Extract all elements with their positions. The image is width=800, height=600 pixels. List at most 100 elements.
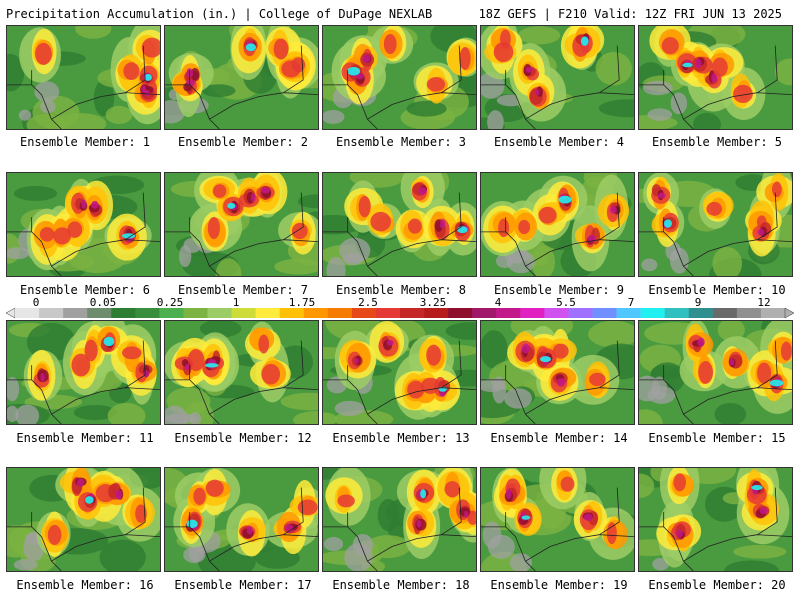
colorbar-tick-label: 0.05 — [89, 296, 117, 309]
member-label: Ensemble Member: 4 — [493, 135, 625, 149]
colorbar-tick-label: 3.25 — [419, 296, 447, 309]
colorbar-tick-label: 1 — [232, 296, 240, 309]
colorbar-max-arrow — [784, 307, 794, 319]
colorbar-tick-label: 12 — [757, 296, 771, 309]
member-label: Ensemble Member: 11 — [16, 431, 154, 445]
member-label: Ensemble Member: 13 — [332, 431, 470, 445]
colorbar-segment — [183, 308, 208, 318]
precip-map — [165, 173, 318, 276]
colorbar-segment — [496, 308, 521, 318]
precip-map — [165, 321, 318, 424]
colorbar-segment — [87, 308, 112, 318]
colorbar-tick-label: 5.5 — [556, 296, 576, 309]
colorbar-segment — [135, 308, 160, 318]
precip-map — [639, 321, 792, 424]
colorbar-segment — [375, 308, 401, 318]
member-label: Ensemble Member: 5 — [651, 135, 783, 149]
member-label: Ensemble Member: 14 — [490, 431, 628, 445]
colorbar-tick-label: 7 — [627, 296, 635, 309]
member-label: Ensemble Member: 7 — [177, 283, 309, 297]
colorbar-segment — [592, 308, 617, 318]
precip-map — [481, 468, 634, 571]
colorbar-tick-label: 4 — [494, 296, 502, 309]
member-map-panel — [638, 320, 793, 425]
member-map-panel — [322, 320, 477, 425]
precip-map — [481, 321, 634, 424]
colorbar-tick-label: 9 — [694, 296, 702, 309]
model-valid-time: 18Z GEFS | F210 Valid: 12Z FRI JUN 13 20… — [478, 7, 782, 21]
precip-map — [323, 173, 476, 276]
member-label: Ensemble Member: 16 — [16, 578, 154, 592]
colorbar — [6, 307, 794, 319]
member-map-panel — [164, 467, 319, 572]
member-map-panel — [322, 172, 477, 277]
colorbar-segment — [472, 308, 497, 318]
colorbar-segment — [15, 308, 40, 318]
colorbar-segment — [760, 308, 786, 318]
member-label: Ensemble Member: 18 — [332, 578, 470, 592]
member-label: Ensemble Member: 3 — [335, 135, 467, 149]
precip-map — [639, 26, 792, 129]
precip-map — [7, 321, 160, 424]
chart-title: Precipitation Accumulation (in.) | Colle… — [6, 7, 433, 21]
precip-map — [7, 173, 160, 276]
colorbar-segment — [255, 308, 280, 318]
colorbar-segment — [664, 308, 690, 318]
colorbar-tick-label: 1.75 — [288, 296, 316, 309]
member-map-panel — [6, 25, 161, 130]
member-map-panel — [480, 467, 635, 572]
precip-map — [481, 26, 634, 129]
colorbar-segment — [63, 308, 88, 318]
member-label: Ensemble Member: 10 — [648, 283, 786, 297]
member-map-panel — [164, 25, 319, 130]
colorbar-segment — [159, 308, 184, 318]
member-label: Ensemble Member: 19 — [490, 578, 628, 592]
precip-map — [481, 173, 634, 276]
colorbar-min-arrow — [6, 307, 16, 319]
colorbar-segment — [111, 308, 136, 318]
precip-map — [323, 321, 476, 424]
precip-map — [7, 26, 160, 129]
precip-map — [7, 468, 160, 571]
member-map-panel — [480, 320, 635, 425]
colorbar-segment — [400, 308, 425, 318]
precip-map — [639, 173, 792, 276]
colorbar-segment — [544, 308, 569, 318]
member-map-panel — [480, 172, 635, 277]
colorbar-segment — [424, 308, 449, 318]
colorbar-tick-label: 0.25 — [156, 296, 184, 309]
colorbar-segment — [231, 308, 256, 318]
precip-map — [323, 468, 476, 571]
colorbar-tick-label: 0 — [32, 296, 40, 309]
precip-map — [165, 468, 318, 571]
member-map-panel — [164, 172, 319, 277]
colorbar-segment — [303, 308, 329, 318]
colorbar-segment — [688, 308, 714, 318]
precip-map — [639, 468, 792, 571]
colorbar-segment — [640, 308, 665, 318]
colorbar-segment — [568, 308, 593, 318]
colorbar-segment — [736, 308, 762, 318]
member-map-panel — [638, 467, 793, 572]
member-map-panel — [322, 467, 477, 572]
precip-map — [323, 26, 476, 129]
member-label: Ensemble Member: 17 — [174, 578, 312, 592]
colorbar-segment — [351, 308, 377, 318]
colorbar-segment — [327, 308, 353, 318]
member-label: Ensemble Member: 9 — [493, 283, 625, 297]
member-map-panel — [322, 25, 477, 130]
colorbar-segment — [616, 308, 641, 318]
member-map-panel — [638, 172, 793, 277]
colorbar-segment — [520, 308, 545, 318]
member-label: Ensemble Member: 6 — [19, 283, 151, 297]
colorbar-segment — [279, 308, 305, 318]
member-label: Ensemble Member: 15 — [648, 431, 786, 445]
precip-map — [165, 26, 318, 129]
colorbar-segment — [448, 308, 473, 318]
colorbar-tick-label: 2.5 — [358, 296, 378, 309]
member-map-panel — [6, 467, 161, 572]
member-label: Ensemble Member: 1 — [19, 135, 151, 149]
member-label: Ensemble Member: 2 — [177, 135, 309, 149]
member-label: Ensemble Member: 12 — [174, 431, 312, 445]
member-map-panel — [6, 172, 161, 277]
